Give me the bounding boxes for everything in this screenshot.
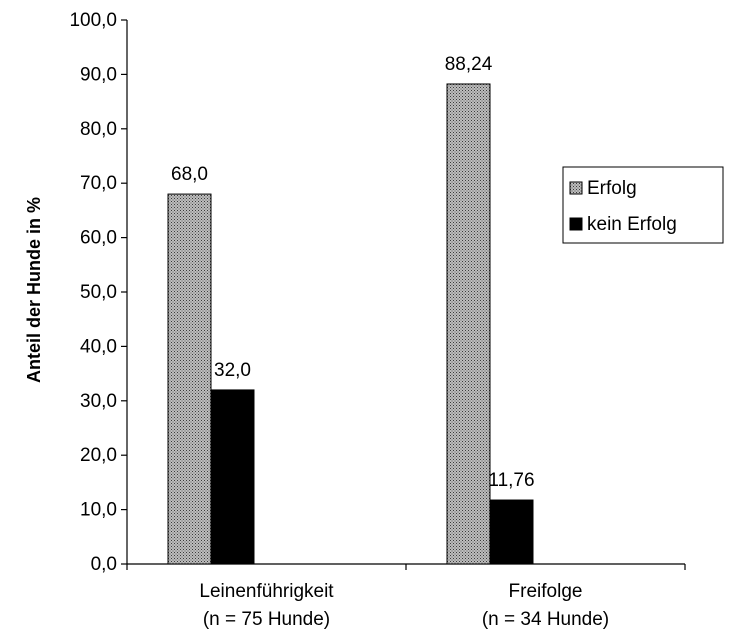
legend-label: Erfolg [587,178,637,199]
category-sublabel: (n = 34 Hunde) [482,609,609,630]
y-tick-label: 40,0 [80,336,117,357]
legend-swatch [569,217,583,231]
legend-box [562,166,724,244]
y-tick-label: 30,0 [80,391,117,412]
y-tick-label: 90,0 [80,64,117,85]
data-label: 32,0 [214,360,251,381]
y-tick-label: 50,0 [80,282,117,303]
y-tick-label: 10,0 [80,500,117,521]
y-axis-title: Anteil der Hunde in % [24,197,44,383]
y-tick-label: 80,0 [80,119,117,140]
y-tick-label: 20,0 [80,445,117,466]
legend: Erfolg kein Erfolg [562,166,724,244]
data-label: 11,76 [488,470,534,491]
bar-erfolg [446,83,491,565]
data-label: 68,0 [171,164,208,185]
legend-swatch [569,181,583,195]
category-sublabel: (n = 75 Hunde) [203,609,330,630]
bar-kein-erfolg [210,389,255,565]
bar-erfolg [167,193,212,565]
plot-area: 0,0 10,0 20,0 30,0 40,0 50,0 60,0 70,0 80,0 90,0 1… [69,10,686,630]
y-tick-label: 100,0 [69,10,117,31]
legend-label: kein Erfolg [587,214,677,235]
bar-kein-erfolg [489,499,534,565]
y-tick-label: 70,0 [80,173,117,194]
y-tick-label: 60,0 [80,228,117,249]
data-label: 88,24 [445,54,493,75]
category-label: Freifolge [509,581,583,602]
category-label: Leinenführigkeit [199,581,334,602]
y-tick-label: 0,0 [91,554,117,575]
